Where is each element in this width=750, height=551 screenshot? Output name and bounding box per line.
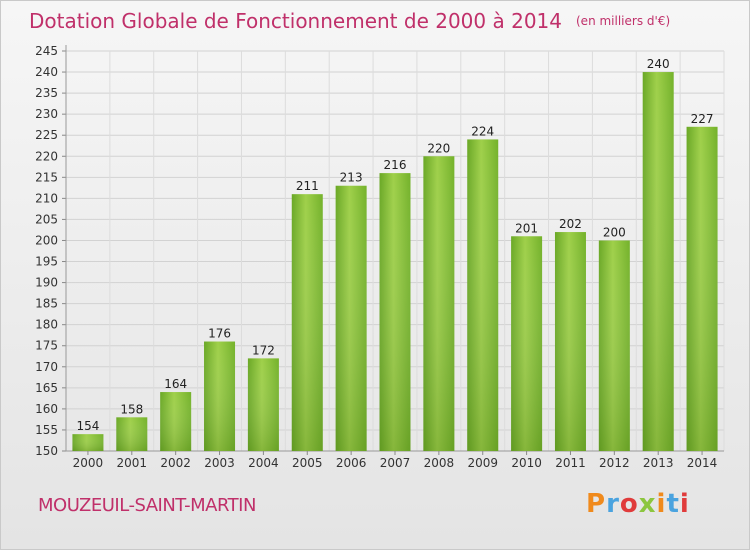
y-tick-label: 150: [35, 444, 58, 458]
y-tick-label: 215: [35, 170, 58, 184]
bar-shade-2008: [423, 156, 455, 451]
x-tick-label-2008: 2008: [424, 456, 455, 470]
bar-shade-2004: [247, 358, 279, 451]
x-tick-label-2006: 2006: [336, 456, 367, 470]
data-label-2000: 154: [76, 419, 99, 433]
bar-shade-2007: [379, 173, 411, 451]
chart-title: Dotation Globale de Fonctionnement de 20…: [29, 9, 670, 33]
logo-letter: o: [619, 489, 639, 519]
x-tick-label-2001: 2001: [117, 456, 148, 470]
axes: 150 155 160 165 170 175 180 185 190 195 200 205 210 2…: [35, 44, 724, 470]
x-tick-label-2014: 2014: [687, 456, 718, 470]
data-label-2009: 224: [471, 124, 494, 138]
x-tick-label-2010: 2010: [511, 456, 542, 470]
y-tick-label: 180: [35, 318, 58, 332]
y-tick-label: 170: [35, 360, 58, 374]
bar-shade-2012: [598, 240, 630, 451]
data-label-2005: 211: [296, 179, 319, 193]
x-tick-label-2000: 2000: [73, 456, 104, 470]
y-tick-label: 160: [35, 402, 58, 416]
x-tick-label-2013: 2013: [643, 456, 674, 470]
data-label-2011: 202: [559, 217, 582, 231]
bar-shade-2013: [642, 72, 674, 451]
chart-title-text: Dotation Globale de Fonctionnement de 20…: [29, 9, 562, 33]
data-label-2013: 240: [647, 57, 670, 71]
y-tick-label: 165: [35, 381, 58, 395]
data-label-2002: 164: [164, 377, 187, 391]
y-tick-label: 235: [35, 86, 58, 100]
x-tick-label-2005: 2005: [292, 456, 323, 470]
data-label-2004: 172: [252, 343, 275, 357]
y-tick-label: 245: [35, 44, 58, 58]
chart-unit: (en milliers d'€): [576, 14, 671, 28]
x-tick-label-2004: 2004: [248, 456, 279, 470]
bar-shade-2014: [686, 126, 718, 451]
y-tick-label: 225: [35, 128, 58, 142]
y-tick-label: 155: [35, 423, 58, 437]
x-tick-label-2009: 2009: [467, 456, 498, 470]
bar-shade-2006: [335, 185, 367, 451]
logo-letter: i: [679, 489, 690, 519]
y-tick-label: 240: [35, 65, 58, 79]
bar-shade-2003: [204, 341, 236, 451]
logo-letter: P: [586, 489, 607, 519]
data-label-2001: 158: [120, 402, 143, 416]
data-label-2006: 213: [340, 171, 363, 185]
logo-letter: i: [656, 489, 667, 519]
bar-shade-2011: [554, 232, 586, 451]
x-tick-label-2012: 2012: [599, 456, 630, 470]
data-label-2008: 220: [427, 141, 450, 155]
x-tick-label-2007: 2007: [380, 456, 411, 470]
bar-shade-2002: [160, 392, 192, 451]
bar-shade-2001: [116, 417, 148, 451]
logo-letter: r: [606, 489, 620, 519]
x-tick-label-2011: 2011: [555, 456, 586, 470]
proxiti-logo: Proxiti: [586, 489, 690, 519]
y-tick-label: 195: [35, 255, 58, 269]
data-label-2010: 201: [515, 221, 538, 235]
x-tick-label-2003: 2003: [204, 456, 235, 470]
y-tick-label: 210: [35, 191, 58, 205]
data-label-2007: 216: [384, 158, 407, 172]
y-tick-label: 230: [35, 107, 58, 121]
commune-name: MOUZEUIL-SAINT-MARTIN: [38, 495, 256, 516]
y-tick-label: 205: [35, 212, 58, 226]
y-tick-label: 190: [35, 276, 58, 290]
y-tick-label: 185: [35, 297, 58, 311]
logo-letter: x: [638, 489, 657, 519]
y-tick-label: 200: [35, 233, 58, 247]
data-labels: 154 158 164 176 172 211 213 216 220 224 201 202 200 2…: [76, 57, 713, 433]
y-tick-label: 220: [35, 149, 58, 163]
data-label-2012: 200: [603, 225, 626, 239]
bar-shade-2000: [72, 434, 104, 451]
bar-shade-2009: [467, 139, 499, 451]
data-label-2014: 227: [691, 112, 714, 126]
y-tick-label: 175: [35, 339, 58, 353]
x-tick-label-2002: 2002: [160, 456, 191, 470]
bar-shade-2005: [291, 194, 323, 451]
bar-shade-2010: [511, 236, 543, 451]
bars: [72, 72, 718, 451]
data-label-2003: 176: [208, 327, 231, 341]
logo-letter: t: [666, 489, 680, 519]
